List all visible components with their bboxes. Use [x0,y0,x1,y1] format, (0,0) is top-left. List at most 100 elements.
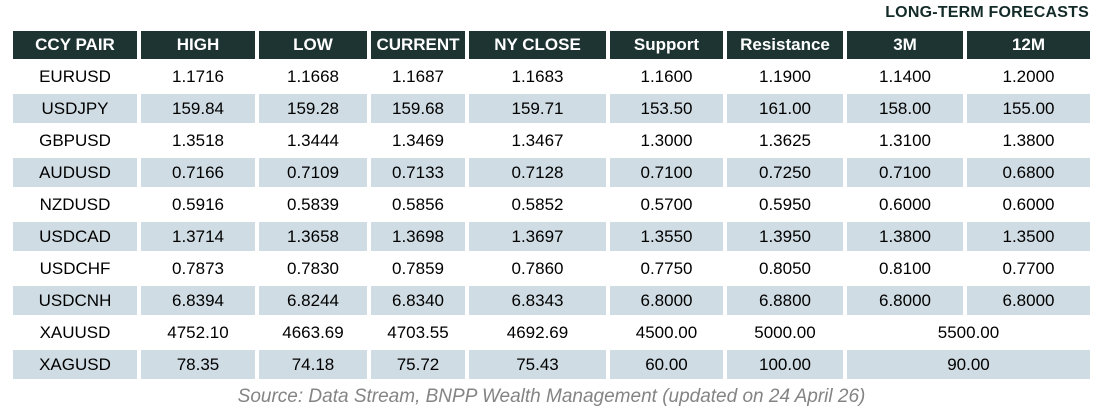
column-header-current: CURRENT [371,31,469,62]
cell-support: 1.3550 [610,222,727,254]
cell-current: 0.7859 [371,254,469,286]
cell-current: 0.7133 [371,158,469,190]
cell-high: 78.35 [141,350,259,382]
cell-ny-close: 0.7128 [469,158,610,190]
cell-low: 1.1668 [259,62,371,94]
cell-pair: GBPUSD [13,126,141,158]
cell-high: 159.84 [141,94,259,126]
cell-current: 0.5856 [371,190,469,222]
cell-high: 1.1716 [141,62,259,94]
cell-current: 75.72 [371,350,469,382]
table-top-bar: LONG-TERM FORECASTS [0,0,1103,31]
cell-resistance: 0.8050 [727,254,847,286]
cell-3m: 6.8000 [847,286,967,318]
cell-ny-close: 1.1683 [469,62,610,94]
table-row-eurusd: EURUSD 1.1716 1.1668 1.1687 1.1683 1.160… [13,62,1090,94]
cell-current: 1.3469 [371,126,469,158]
column-header-low: LOW [259,31,371,62]
cell-12m: 1.2000 [967,62,1090,94]
cell-low: 0.7830 [259,254,371,286]
cell-support: 0.7750 [610,254,727,286]
cell-resistance: 1.3625 [727,126,847,158]
cell-current: 6.8340 [371,286,469,318]
cell-pair: USDCAD [13,222,141,254]
cell-low: 4663.69 [259,318,371,350]
cell-resistance: 1.3950 [727,222,847,254]
cell-resistance: 100.00 [727,350,847,382]
cell-low: 1.3658 [259,222,371,254]
cell-support: 1.1600 [610,62,727,94]
table-row-audusd: AUDUSD 0.7166 0.7109 0.7133 0.7128 0.710… [13,158,1090,190]
cell-pair: EURUSD [13,62,141,94]
cell-ny-close: 1.3697 [469,222,610,254]
cell-12m: 1.3500 [967,222,1090,254]
cell-ny-close: 75.43 [469,350,610,382]
cell-low: 6.8244 [259,286,371,318]
cell-ny-close: 1.3467 [469,126,610,158]
cell-current: 1.3698 [371,222,469,254]
cell-current: 4703.55 [371,318,469,350]
fx-forecast-table: CCY PAIR HIGH LOW CURRENT NY CLOSE Suppo… [13,31,1090,382]
cell-resistance: 6.8800 [727,286,847,318]
cell-12m: 1.3800 [967,126,1090,158]
cell-support: 1.3000 [610,126,727,158]
cell-resistance: 1.1900 [727,62,847,94]
cell-low: 159.28 [259,94,371,126]
long-term-forecasts-label: LONG-TERM FORECASTS [885,4,1089,21]
cell-3m: 0.8100 [847,254,967,286]
cell-resistance: 0.5950 [727,190,847,222]
cell-current: 1.1687 [371,62,469,94]
column-header-12m: 12M [967,31,1090,62]
cell-3m: 1.3800 [847,222,967,254]
cell-high: 1.3518 [141,126,259,158]
cell-low: 0.5839 [259,190,371,222]
column-header-high: HIGH [141,31,259,62]
cell-low: 1.3444 [259,126,371,158]
cell-ny-close: 4692.69 [469,318,610,350]
cell-high: 0.7873 [141,254,259,286]
cell-support: 153.50 [610,94,727,126]
cell-pair: XAGUSD [13,350,141,382]
cell-12m: 0.7700 [967,254,1090,286]
table-row-usdjpy: USDJPY 159.84 159.28 159.68 159.71 153.5… [13,94,1090,126]
cell-3m: 0.6000 [847,190,967,222]
cell-ny-close: 6.8343 [469,286,610,318]
cell-ny-close: 0.5852 [469,190,610,222]
column-header-ny-close: NY CLOSE [469,31,610,62]
cell-pair: XAUUSD [13,318,141,350]
cell-support: 0.7100 [610,158,727,190]
table-row-nzdusd: NZDUSD 0.5916 0.5839 0.5856 0.5852 0.570… [13,190,1090,222]
cell-high: 0.7166 [141,158,259,190]
cell-resistance: 0.7250 [727,158,847,190]
cell-3m: 1.1400 [847,62,967,94]
column-header-support: Support [610,31,727,62]
cell-resistance: 5000.00 [727,318,847,350]
column-header-3m: 3M [847,31,967,62]
cell-support: 6.8000 [610,286,727,318]
cell-ny-close: 0.7860 [469,254,610,286]
cell-support: 4500.00 [610,318,727,350]
cell-12m: 0.6000 [967,190,1090,222]
cell-high: 0.5916 [141,190,259,222]
cell-pair: USDJPY [13,94,141,126]
cell-current: 159.68 [371,94,469,126]
cell-high: 4752.10 [141,318,259,350]
cell-pair: NZDUSD [13,190,141,222]
table-row-usdcnh: USDCNH 6.8394 6.8244 6.8340 6.8343 6.800… [13,286,1090,318]
cell-high: 1.3714 [141,222,259,254]
cell-3m: 158.00 [847,94,967,126]
cell-forecast-merged: 5500.00 [847,318,1090,350]
cell-12m: 0.6800 [967,158,1090,190]
table-row-gbpusd: GBPUSD 1.3518 1.3444 1.3469 1.3467 1.300… [13,126,1090,158]
cell-support: 0.5700 [610,190,727,222]
cell-forecast-merged: 90.00 [847,350,1090,382]
cell-ny-close: 159.71 [469,94,610,126]
cell-pair: USDCNH [13,286,141,318]
column-header-resistance: Resistance [727,31,847,62]
cell-support: 60.00 [610,350,727,382]
source-attribution: Source: Data Stream, BNPP Wealth Managem… [237,386,866,407]
table-row-usdchf: USDCHF 0.7873 0.7830 0.7859 0.7860 0.775… [13,254,1090,286]
header-row: CCY PAIR HIGH LOW CURRENT NY CLOSE Suppo… [13,31,1090,62]
table-row-usdcad: USDCAD 1.3714 1.3658 1.3698 1.3697 1.355… [13,222,1090,254]
